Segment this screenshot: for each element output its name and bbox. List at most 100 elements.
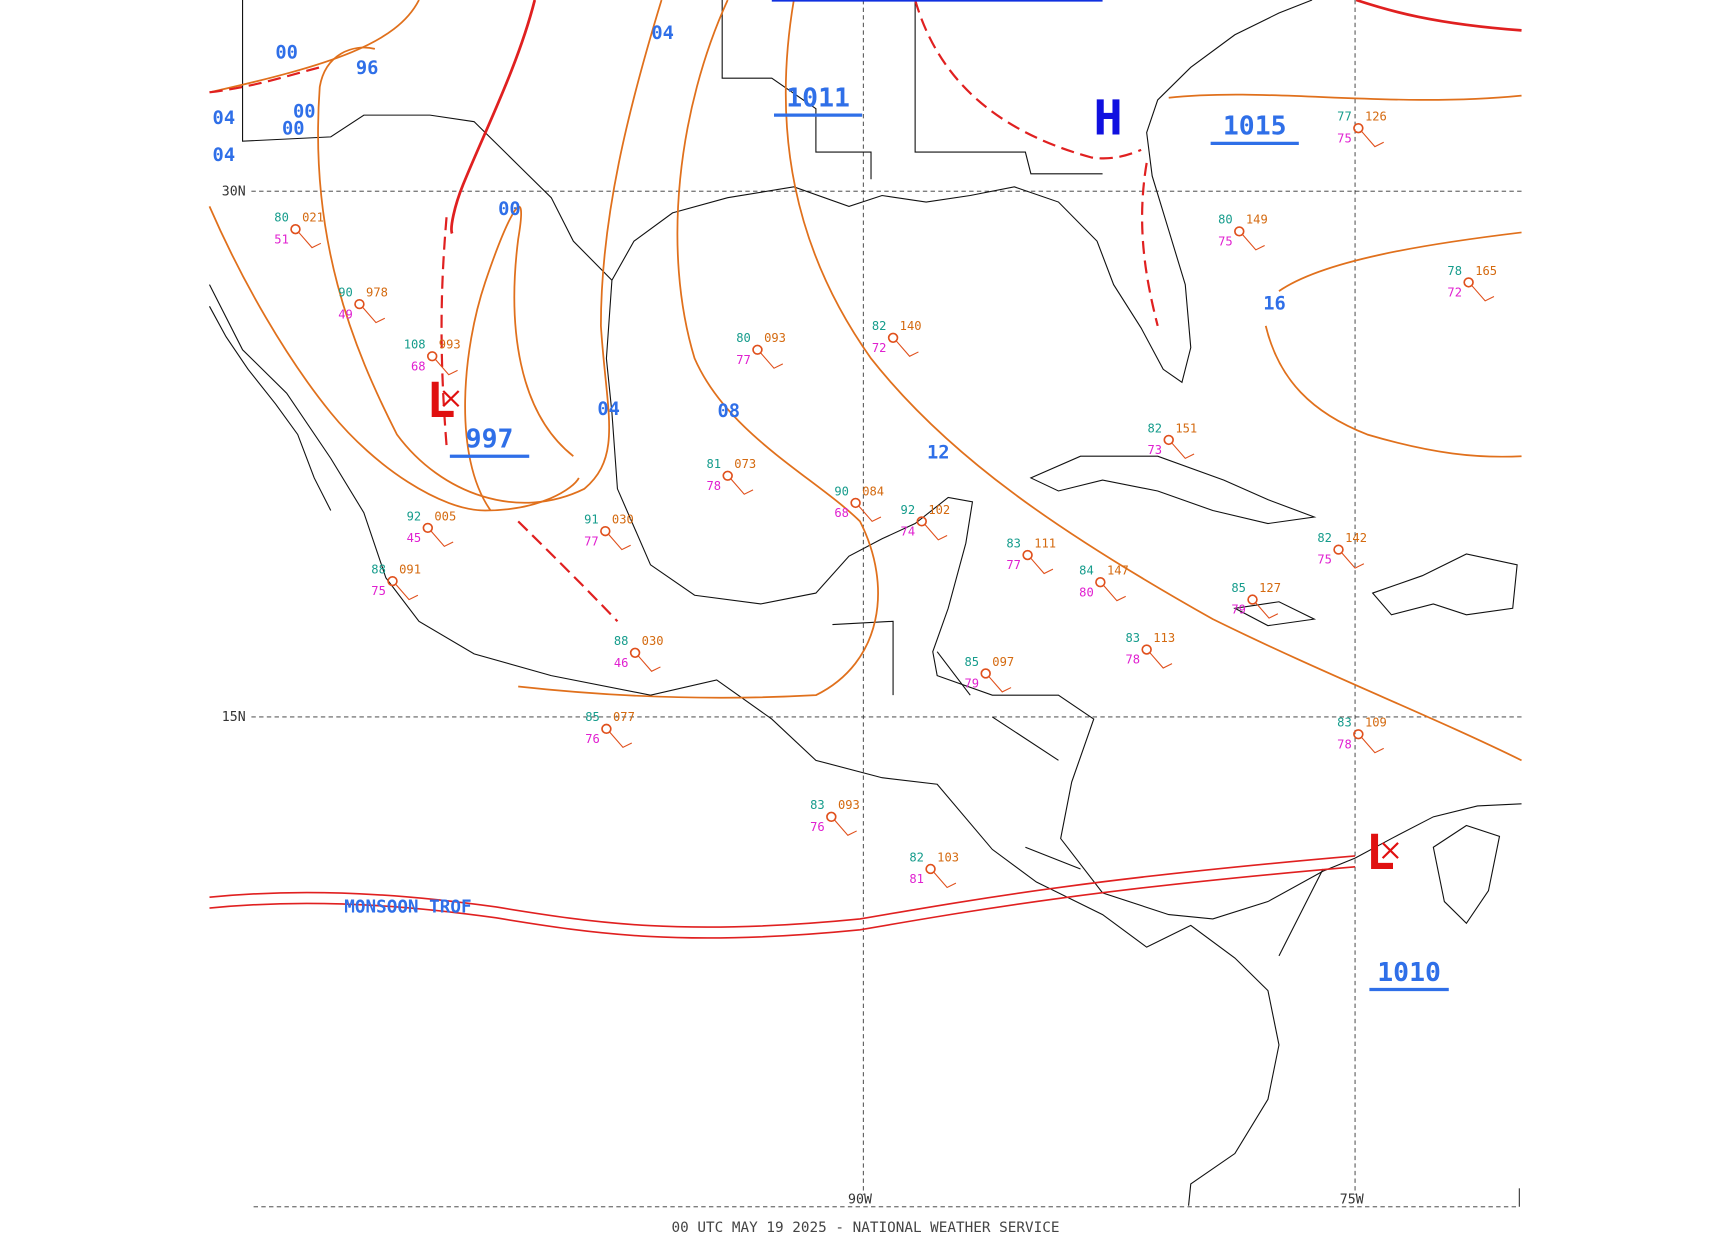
station-circle [601, 723, 612, 735]
wind-barb [1103, 585, 1126, 602]
wind-barb [895, 340, 919, 357]
temperature: 80 [1218, 213, 1233, 227]
pressure: 021 [302, 211, 324, 225]
wind-barb [430, 530, 454, 548]
dewpoint: 78 [1125, 653, 1140, 667]
temperature: 77 [1337, 110, 1352, 124]
system-pressure: 1010 [1377, 958, 1441, 988]
isobar-label: 04 [213, 145, 236, 166]
temperature: 88 [614, 634, 629, 648]
dewpoint: 74 [901, 525, 916, 539]
pressure: 142 [1345, 531, 1367, 545]
wind-barb [1242, 234, 1265, 251]
temperature: 91 [584, 513, 599, 527]
station-circle [722, 470, 733, 481]
dewpoint: 78 [707, 479, 722, 493]
dewpoint: 72 [872, 341, 887, 355]
wind-barb [608, 534, 631, 551]
low-center [1381, 842, 1399, 859]
wind-barb [760, 352, 784, 369]
lon-label: 90W [848, 1193, 872, 1208]
pressure: 102 [928, 503, 950, 517]
pressure: 077 [613, 710, 635, 724]
pressure: 093 [764, 331, 786, 345]
temperature: 82 [1317, 531, 1332, 545]
wind-barb [435, 359, 458, 376]
isobar-label: 12 [927, 442, 950, 463]
wind-barb [1341, 552, 1365, 569]
isobar-label: 00 [282, 119, 305, 140]
system-symbol: L [1366, 825, 1395, 881]
pressure: 073 [734, 457, 756, 471]
isobar-label: 04 [213, 108, 236, 129]
isobar-label: 00 [275, 43, 298, 64]
pressure: 030 [612, 513, 634, 527]
wind-barb [988, 676, 1012, 693]
temperature: 90 [338, 286, 353, 300]
footer: 00 UTC MAY 19 2025 - NATIONAL WEATHER SE… [671, 1220, 1059, 1236]
wind-barb [298, 232, 322, 249]
dewpoint: 77 [736, 353, 751, 367]
pressure: 140 [900, 319, 922, 333]
coastlines [208, 0, 1522, 1206]
dewpoint: 75 [1337, 131, 1352, 145]
station-circle [826, 811, 837, 822]
dewpoint: 75 [371, 584, 386, 598]
isobar-label: 00 [498, 199, 521, 220]
wind-barb [1030, 557, 1054, 575]
station-circle [916, 516, 927, 527]
dewpoint: 76 [810, 820, 825, 834]
dewpoint: 76 [585, 732, 600, 746]
dewpoint: 46 [614, 656, 629, 670]
dewpoint: 80 [1079, 585, 1094, 599]
pressure: 111 [1034, 537, 1056, 551]
temperature: 85 [585, 710, 600, 724]
wind-barb [395, 584, 419, 601]
dewpoint: 68 [834, 506, 849, 520]
station-circle [1163, 434, 1174, 446]
pressure-label: 1015 [1223, 112, 1287, 142]
station-circle [1463, 277, 1474, 288]
system-pressure: 997 [466, 425, 514, 455]
temperature: 83 [810, 798, 825, 812]
wind-barb [933, 871, 957, 889]
lat-label: 30N [222, 185, 246, 200]
temperature: 92 [901, 503, 916, 517]
pressure: 091 [399, 563, 421, 577]
temperature: 78 [1447, 264, 1462, 278]
wind-barb [924, 524, 948, 541]
temperature: 81 [707, 457, 722, 471]
temperature: 82 [1148, 421, 1163, 435]
isobar-label: 04 [651, 23, 674, 44]
trough-label: MONSOON TROF [344, 898, 471, 918]
dewpoint: 73 [1148, 443, 1163, 457]
dewpoint: 51 [274, 232, 289, 246]
temperature: 108 [404, 338, 426, 352]
dewpoint: 75 [1218, 235, 1233, 249]
station-circle [1022, 549, 1033, 561]
station-circle [387, 575, 398, 587]
fronts [209, 0, 1522, 939]
system-symbol: H [1093, 91, 1122, 147]
temperature: 83 [1337, 716, 1352, 730]
temperature: 88 [371, 563, 386, 577]
pressure: 084 [862, 484, 884, 498]
station-circle [1247, 594, 1258, 605]
station-circle [354, 298, 365, 310]
wind-barb [858, 505, 882, 523]
low-center [442, 390, 460, 408]
station-circle [887, 332, 899, 343]
dewpoint: 79 [1231, 603, 1246, 617]
dewpoint: 81 [909, 872, 924, 886]
wind-barb [730, 478, 754, 495]
wind-barb [1255, 602, 1279, 619]
pressure: 147 [1107, 564, 1129, 578]
dewpoint: 75 [1317, 553, 1332, 567]
station-circle [752, 344, 763, 355]
temperature: 83 [1006, 537, 1021, 551]
isobar-label: 00 [293, 101, 316, 122]
temperature: 92 [407, 509, 422, 523]
pressure: 113 [1153, 631, 1175, 645]
wind-barb [362, 307, 386, 324]
